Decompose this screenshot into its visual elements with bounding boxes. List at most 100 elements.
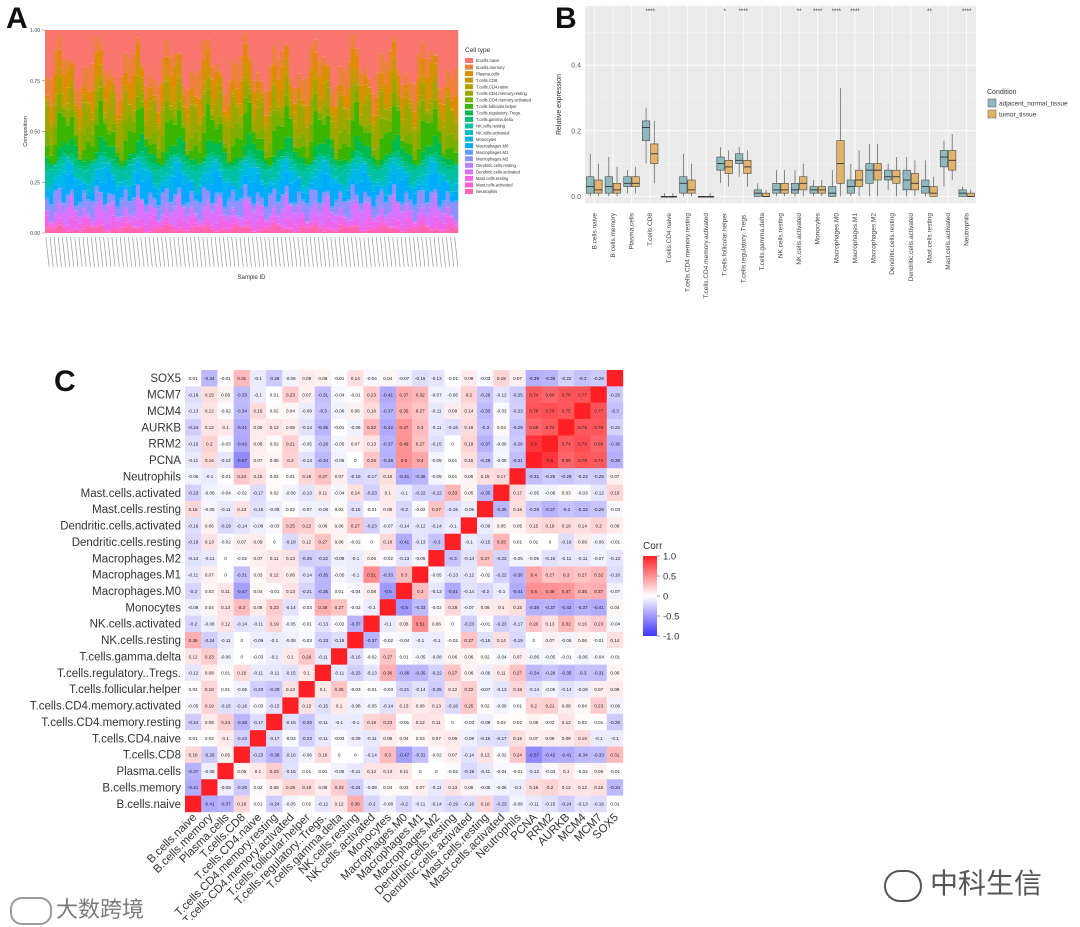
stack-segment — [317, 170, 323, 188]
heatmap-cell-value: -0.03 — [383, 687, 394, 692]
heatmap-cell-value: 0.02 — [302, 802, 311, 807]
heatmap-cell-value: 0.08 — [448, 409, 457, 414]
stack-segment — [387, 152, 393, 159]
heatmap-cell-value: -0.19 — [464, 769, 475, 774]
stack-segment — [127, 220, 133, 223]
stack-segment — [437, 88, 442, 100]
stack-segment — [148, 87, 153, 94]
heatmap-cell-value: 0.16 — [237, 671, 246, 676]
heatmap-cell — [331, 730, 348, 747]
stack-segment — [73, 165, 79, 176]
stack-segment — [115, 126, 120, 147]
stack-segment — [247, 182, 252, 197]
stack-segment — [358, 73, 364, 86]
stack-segment — [453, 191, 459, 201]
heatmap-cell — [331, 402, 348, 420]
stack-segment — [160, 151, 166, 165]
stack-segment — [123, 30, 128, 53]
heatmap-cell-value: 0.36 — [351, 802, 360, 807]
heatmap-cell — [428, 713, 445, 731]
heatmap-cell-value: -0.34 — [237, 409, 248, 414]
heatmap-cell-value: 0.13 — [286, 589, 295, 594]
heatmap-cell-value: -0.15 — [480, 736, 491, 741]
stack-segment — [65, 174, 71, 195]
stack-segment — [379, 225, 384, 233]
stack-segment — [334, 178, 339, 184]
heatmap-cell — [379, 746, 397, 764]
stack-segment — [263, 161, 269, 165]
heatmap-cell-value: -0.15 — [220, 703, 231, 708]
stack-segment — [82, 30, 87, 67]
stack-segment — [243, 184, 248, 186]
heatmap-cell — [331, 386, 348, 403]
box-body — [780, 183, 789, 194]
stack-segment — [292, 127, 298, 146]
heatmap-cell — [395, 713, 413, 731]
stack-segment — [305, 146, 310, 158]
stack-segment — [173, 145, 178, 155]
stack-segment — [288, 205, 294, 220]
heatmap-cell — [428, 451, 445, 469]
heatmap-row-label: PCNA — [149, 455, 181, 467]
heatmap-cell — [525, 550, 543, 567]
heatmap-cell — [412, 517, 429, 534]
heatmap-cell-value: -0.31 — [529, 474, 540, 479]
stack-segment — [251, 181, 256, 204]
heatmap-cell — [444, 631, 461, 649]
stack-segment — [280, 117, 285, 127]
stack-segment — [234, 189, 240, 197]
heatmap-cell-value: -0.34 — [204, 376, 215, 381]
heatmap-cell-value: -0.11 — [431, 409, 442, 414]
stack-segment — [160, 83, 166, 101]
heatmap-cell — [444, 762, 461, 780]
stack-segment — [325, 80, 331, 88]
stack-segment — [309, 123, 314, 142]
stack-segment — [197, 226, 203, 229]
x-tick-label-a — [148, 236, 153, 268]
stack-segment — [346, 109, 351, 118]
heatmap-cell-value: 0.01 — [448, 458, 457, 463]
heatmap-cell-value: 0.08 — [464, 376, 473, 381]
heatmap-cell-value: 0.08 — [383, 736, 392, 741]
stack-segment — [102, 204, 108, 206]
stack-segment — [218, 30, 223, 71]
heatmap-cell — [233, 681, 251, 698]
heatmap-cell — [477, 451, 494, 469]
legend-swatch-a — [465, 189, 473, 194]
stack-segment — [259, 138, 265, 151]
stack-segment — [230, 80, 236, 91]
stack-segment — [61, 203, 66, 211]
x-tick-label-a — [396, 236, 401, 268]
heatmap-cell — [201, 762, 218, 780]
stack-segment — [301, 146, 306, 158]
stack-segment — [404, 161, 409, 167]
stack-segment — [441, 167, 446, 174]
stack-segment — [325, 227, 331, 230]
heatmap-cell — [558, 500, 575, 518]
x-tick-label-a — [450, 236, 455, 268]
stack-segment — [73, 228, 79, 231]
heatmap-cell — [412, 615, 429, 633]
stack-segment — [102, 167, 108, 184]
stack-segment — [276, 224, 281, 226]
stack-segment — [288, 30, 294, 79]
stack-segment — [94, 169, 99, 179]
stack-segment — [239, 30, 244, 57]
heatmap-cell-value: -0.19 — [512, 638, 523, 643]
stack-segment — [383, 223, 389, 226]
stack-segment — [210, 212, 215, 226]
stack-segment — [363, 163, 368, 173]
stack-segment — [288, 183, 294, 203]
heatmap-cell — [412, 779, 429, 796]
heatmap-cell — [298, 582, 315, 600]
stack-segment — [49, 204, 54, 207]
stack-segment — [276, 57, 281, 80]
heatmap-cell-value: -0.01 — [220, 376, 231, 381]
stack-segment — [296, 105, 302, 138]
x-tick-label-a — [355, 236, 360, 268]
heatmap-cell — [509, 533, 526, 551]
stack-segment — [420, 160, 426, 164]
heatmap-cell-value: -0.47 — [399, 753, 410, 758]
stack-segment — [292, 231, 298, 233]
stack-segment — [391, 227, 397, 233]
